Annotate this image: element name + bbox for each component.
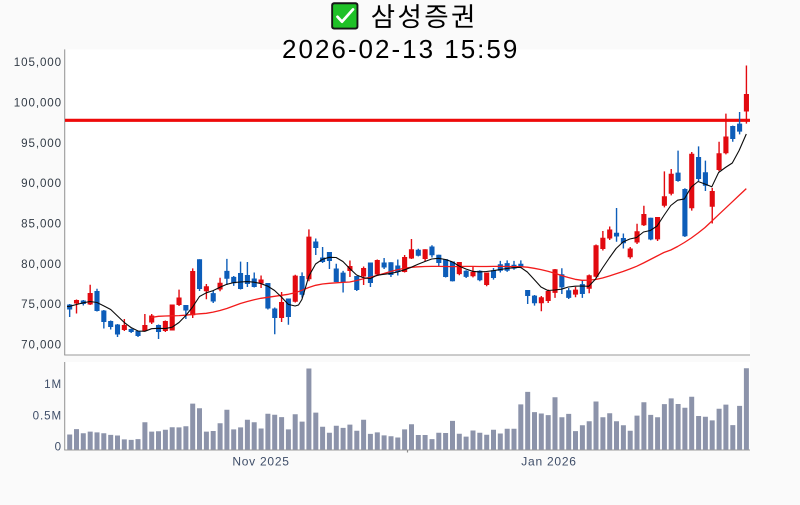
svg-text:70,000: 70,000 (21, 339, 62, 352)
svg-text:105,000: 105,000 (14, 56, 62, 69)
svg-text:80,000: 80,000 (21, 258, 62, 271)
svg-text:85,000: 85,000 (21, 218, 62, 231)
svg-text:100,000: 100,000 (14, 97, 62, 110)
svg-text:0: 0 (55, 440, 62, 453)
svg-text:95,000: 95,000 (21, 137, 62, 150)
svg-text:2026-02-13 15:59: 2026-02-13 15:59 (282, 34, 519, 64)
svg-text:75,000: 75,000 (21, 298, 62, 311)
svg-text:90,000: 90,000 (21, 177, 62, 190)
svg-text:0.5M: 0.5M (33, 410, 62, 423)
svg-text:Nov 2025: Nov 2025 (232, 455, 289, 469)
svg-text:1M: 1M (44, 378, 62, 391)
svg-text:Jan 2026: Jan 2026 (521, 455, 576, 469)
